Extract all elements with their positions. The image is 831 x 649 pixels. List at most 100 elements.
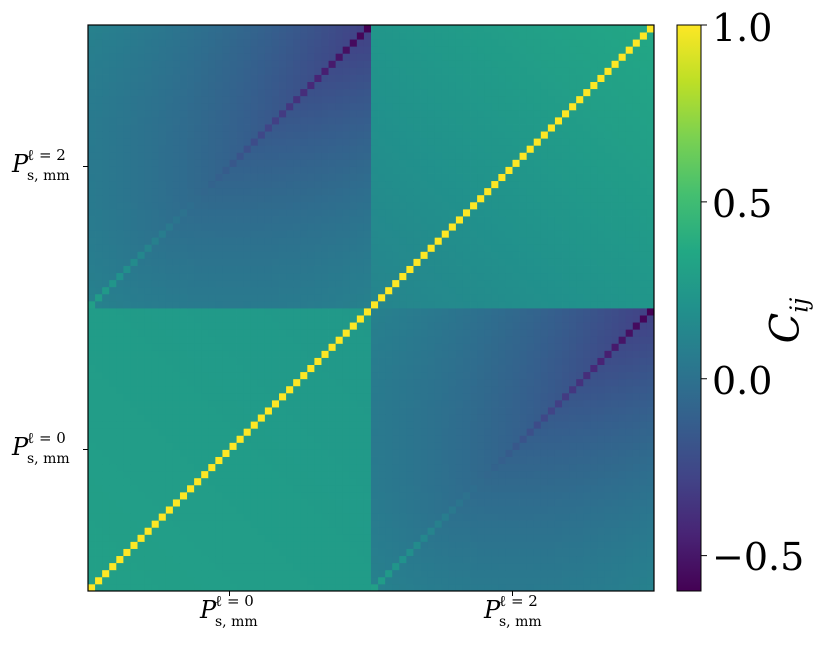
heatmap-cell bbox=[625, 569, 634, 578]
heatmap-cell bbox=[307, 357, 315, 365]
heatmap-cell bbox=[264, 491, 273, 500]
heatmap-cell bbox=[222, 449, 230, 457]
heatmap-cell bbox=[540, 187, 549, 196]
heatmap-cell bbox=[165, 159, 174, 167]
heatmap-cell bbox=[434, 527, 443, 535]
heatmap-cell bbox=[95, 442, 103, 450]
heatmap-cell bbox=[300, 477, 308, 486]
heatmap-cell bbox=[165, 548, 174, 557]
heatmap-cell bbox=[378, 329, 386, 337]
heatmap-cell bbox=[102, 272, 110, 281]
heatmap-cell bbox=[632, 506, 641, 514]
heatmap-cell bbox=[533, 449, 542, 457]
heatmap-cell bbox=[632, 569, 641, 578]
heatmap-cell bbox=[250, 449, 259, 457]
heatmap-cell bbox=[455, 407, 464, 415]
heatmap-cell bbox=[569, 329, 577, 337]
heatmap-cell bbox=[540, 201, 549, 210]
heatmap-cell bbox=[604, 569, 612, 578]
heatmap-cell bbox=[441, 491, 450, 500]
heatmap-cell bbox=[208, 251, 216, 259]
heatmap-cell bbox=[562, 208, 570, 217]
heatmap-cell bbox=[491, 237, 499, 245]
heatmap-cell bbox=[328, 201, 337, 210]
heatmap-cell bbox=[172, 534, 181, 542]
heatmap-cell bbox=[356, 279, 365, 288]
heatmap-cell bbox=[562, 357, 570, 365]
heatmap-cell bbox=[356, 350, 365, 358]
heatmap-cell bbox=[448, 470, 457, 479]
heatmap-cell bbox=[448, 315, 457, 323]
heatmap-cell bbox=[406, 407, 414, 415]
heatmap-cell bbox=[201, 407, 209, 415]
heatmap-cell bbox=[441, 506, 450, 514]
heatmap-cell bbox=[646, 329, 655, 337]
heatmap-cell bbox=[646, 506, 655, 514]
heatmap-cell bbox=[179, 159, 188, 167]
heatmap-cell bbox=[95, 329, 103, 337]
heatmap-cell bbox=[583, 187, 591, 196]
heatmap-cell bbox=[399, 491, 407, 500]
heatmap-cell bbox=[208, 308, 216, 316]
heatmap-cell bbox=[123, 463, 131, 472]
heatmap-cell bbox=[144, 470, 153, 479]
heatmap-cell bbox=[462, 357, 471, 365]
heatmap-cell bbox=[455, 506, 464, 514]
heatmap-cell bbox=[526, 350, 535, 358]
heatmap-cell bbox=[505, 279, 513, 288]
heatmap-cell bbox=[257, 279, 266, 288]
heatmap-cell bbox=[116, 378, 124, 387]
heatmap-cell bbox=[512, 251, 520, 259]
heatmap-cell bbox=[533, 555, 542, 564]
heatmap-cell bbox=[392, 562, 400, 571]
heatmap-cell bbox=[392, 272, 400, 281]
heatmap-cell bbox=[222, 230, 230, 238]
heatmap-cell bbox=[349, 456, 358, 465]
heatmap-cell bbox=[257, 272, 266, 281]
heatmap-cell bbox=[307, 463, 315, 472]
heatmap-cell bbox=[371, 265, 379, 274]
heatmap-cell bbox=[455, 555, 464, 564]
heatmap-cell bbox=[257, 364, 266, 373]
heatmap-cell bbox=[583, 520, 591, 528]
heatmap-cell bbox=[187, 173, 195, 182]
heatmap-cell bbox=[264, 308, 273, 316]
heatmap-cell bbox=[462, 534, 471, 542]
heatmap-cell bbox=[264, 293, 273, 302]
heatmap-cell bbox=[116, 216, 124, 224]
heatmap-cell bbox=[547, 279, 556, 288]
heatmap-cell bbox=[420, 548, 428, 557]
heatmap-cell bbox=[130, 244, 138, 252]
heatmap-cell bbox=[243, 336, 252, 344]
heatmap-cell bbox=[498, 258, 506, 266]
heatmap-cell bbox=[88, 484, 96, 493]
heatmap-cell bbox=[484, 399, 492, 408]
heatmap-cell bbox=[314, 286, 322, 295]
heatmap-cell bbox=[505, 300, 513, 309]
heatmap-cell bbox=[385, 421, 393, 429]
heatmap-cell bbox=[646, 499, 655, 507]
heatmap-cell bbox=[590, 357, 598, 365]
heatmap-cell bbox=[250, 336, 259, 344]
heatmap-cell bbox=[413, 470, 421, 479]
heatmap-cell bbox=[222, 159, 230, 167]
heatmap-cell bbox=[639, 499, 648, 507]
heatmap-cell bbox=[569, 513, 577, 521]
heatmap-cell bbox=[257, 357, 266, 365]
heatmap-cell bbox=[378, 272, 386, 281]
heatmap-cell bbox=[576, 336, 584, 344]
heatmap-cell bbox=[279, 399, 287, 408]
heatmap-cell bbox=[505, 251, 513, 259]
heatmap-cell bbox=[208, 506, 216, 514]
heatmap-cell bbox=[611, 329, 620, 337]
heatmap-cell bbox=[392, 477, 400, 486]
heatmap-cell bbox=[625, 371, 634, 380]
heatmap-cell bbox=[427, 208, 436, 217]
heatmap-cell bbox=[158, 449, 167, 457]
heatmap-cell bbox=[562, 371, 570, 380]
heatmap-cell bbox=[632, 576, 641, 585]
heatmap-cell bbox=[427, 300, 436, 309]
heatmap-cell bbox=[130, 407, 138, 415]
heatmap-cell bbox=[222, 428, 230, 436]
heatmap-cell bbox=[519, 371, 528, 380]
